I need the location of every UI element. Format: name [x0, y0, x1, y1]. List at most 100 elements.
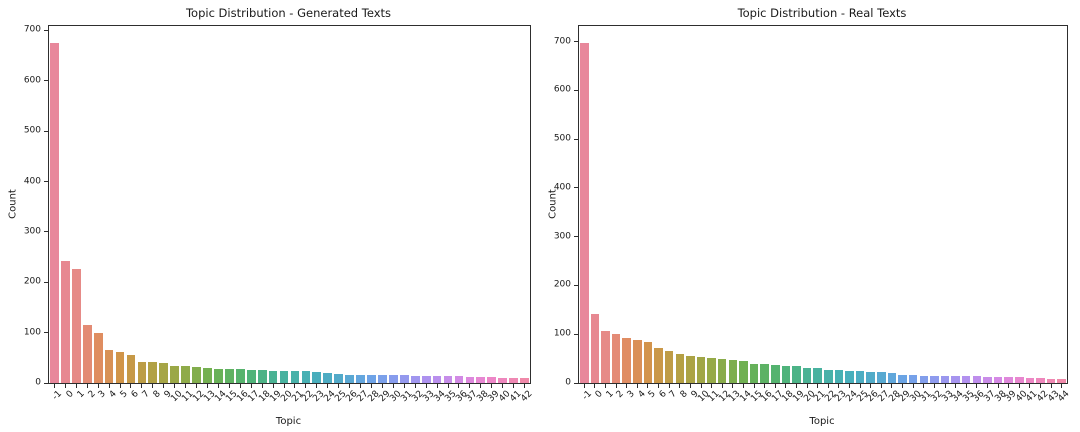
x-tick-mark: [764, 384, 766, 388]
y-tick-mark: [44, 80, 48, 82]
bar-topic-9: [686, 355, 695, 383]
x-tick-mark: [228, 384, 230, 388]
chart-title: Topic Distribution - Generated Texts: [185, 6, 392, 20]
bar-topic-36: [454, 376, 464, 383]
bar-topic-35: [443, 375, 453, 383]
bar-topic-11: [181, 366, 190, 383]
x-tick-mark: [679, 384, 681, 388]
bar-topic-11: [707, 358, 716, 383]
x-tick-mark: [1018, 384, 1020, 388]
y-tick-mark: [574, 41, 578, 43]
x-tick-mark: [753, 384, 755, 388]
y-tick-label: 600: [23, 75, 41, 86]
bar-topic-23: [834, 370, 844, 383]
x-tick-mark: [626, 384, 628, 388]
bar-topic-14: [214, 368, 223, 383]
x-tick-label: 7: [668, 389, 680, 401]
x-tick-mark: [955, 384, 957, 388]
y-tick-label: 300: [553, 231, 571, 242]
x-tick-mark: [732, 384, 734, 388]
y-tick-label: 300: [23, 226, 41, 237]
bar-topic-14: [739, 361, 748, 383]
x-tick-mark: [327, 384, 329, 388]
x-tick-mark: [458, 384, 460, 388]
y-tick-mark: [574, 333, 578, 335]
bar-topic-10: [170, 366, 180, 383]
x-tick-label: 4: [636, 389, 648, 401]
bar-topic--1: [50, 43, 59, 383]
chart-title: Topic Distribution - Real Texts: [737, 6, 907, 20]
bar-topic-34: [951, 375, 960, 383]
x-tick-mark: [294, 384, 296, 388]
bar-topic-5: [115, 351, 125, 383]
y-tick-mark: [44, 181, 48, 183]
bar-topic-41: [1025, 377, 1035, 383]
bar-topic-41: [509, 377, 518, 383]
x-tick-mark: [75, 384, 77, 388]
x-tick-mark: [349, 384, 351, 388]
y-tick-label: 500: [23, 125, 41, 136]
chart-generated-texts: Topic Distribution - Generated Texts Cou…: [7, 6, 535, 427]
x-tick-mark: [502, 384, 504, 388]
y-tick-mark: [574, 284, 578, 286]
bar-topic-43: [1046, 378, 1056, 383]
bar-topic-5: [643, 341, 653, 383]
bar-topic--1: [580, 43, 589, 383]
plot-area: 0 100 200 300 400 500 600 700 -1 0 1 2 3 4 5 6 7 8 9 10 11 12…: [554, 25, 1072, 404]
x-tick-mark: [141, 384, 143, 388]
bar-topic-32: [930, 375, 939, 383]
x-tick-mark: [838, 384, 840, 388]
x-tick-mark: [933, 384, 935, 388]
x-tick-mark: [658, 384, 660, 388]
bar-topic-15: [225, 369, 234, 383]
x-tick-mark: [370, 384, 372, 388]
x-tick-mark: [700, 384, 702, 388]
y-tick-label: 600: [553, 84, 571, 95]
x-tick-mark: [469, 384, 471, 388]
bar-topic-18: [781, 365, 791, 383]
plot-area: 0 100 200 300 400 500 600 700 -1 0 1 2 3 4 5 6 7 8 9 10 11 12…: [24, 25, 535, 404]
bar-topic-26: [866, 371, 875, 383]
x-tick-mark: [605, 384, 607, 388]
bar-topic-10: [696, 357, 706, 383]
bar-topic-17: [771, 365, 780, 383]
x-tick-mark: [53, 384, 55, 388]
x-tick-mark: [425, 384, 427, 388]
bar-topic-16: [760, 364, 769, 383]
x-tick-mark: [217, 384, 219, 388]
y-axis-label: Count: [7, 189, 19, 219]
y-tick-mark: [574, 187, 578, 189]
x-tick-mark: [689, 384, 691, 388]
y-tick-label: 700: [23, 24, 41, 35]
x-tick-mark: [997, 384, 999, 388]
y-tick-mark: [44, 130, 48, 132]
x-tick-label: 5: [119, 389, 131, 401]
x-tick-mark: [316, 384, 318, 388]
bar-topic-27: [356, 375, 365, 383]
y-tick-mark: [574, 89, 578, 91]
x-tick-mark: [986, 384, 988, 388]
x-tick-mark: [1008, 384, 1010, 388]
bar-topic-0: [61, 260, 70, 383]
x-tick-mark: [491, 384, 493, 388]
y-tick-label: 400: [553, 182, 571, 193]
bar-topic-6: [654, 348, 663, 383]
x-tick-mark: [185, 384, 187, 388]
bar-topic-33: [421, 375, 431, 383]
bar-topic-32: [410, 375, 420, 383]
x-tick-label: 44: [1056, 389, 1072, 405]
x-tick-mark: [721, 384, 723, 388]
x-tick-mark: [239, 384, 241, 388]
x-tick-mark: [817, 384, 819, 388]
bar-topic-15: [749, 364, 759, 383]
y-tick-label: 0: [35, 377, 41, 388]
x-tick-mark: [912, 384, 914, 388]
y-tick-label: 200: [23, 276, 41, 287]
bar-topic-34: [432, 375, 442, 383]
x-tick-mark: [1050, 384, 1052, 388]
bar-topic-44: [1057, 378, 1066, 383]
bar-topic-24: [845, 371, 854, 383]
x-tick-mark: [196, 384, 198, 388]
bar-topic-21: [813, 368, 822, 383]
x-tick-label: -1: [580, 389, 595, 403]
